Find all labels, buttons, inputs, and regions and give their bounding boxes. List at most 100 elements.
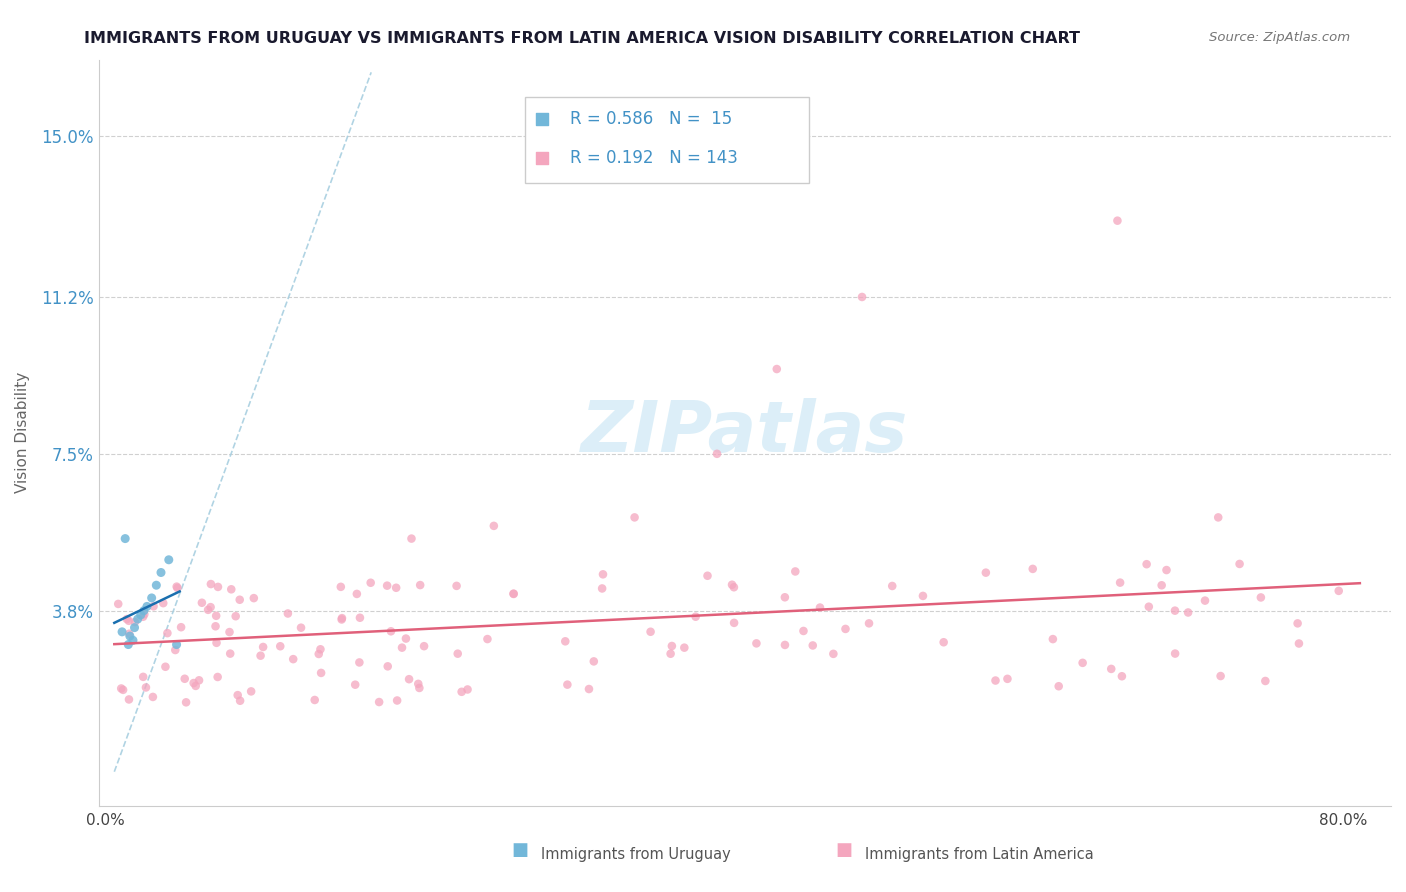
Point bbox=[200, 577, 222, 591]
Point bbox=[502, 587, 524, 601]
Point bbox=[477, 632, 499, 646]
Point bbox=[1150, 578, 1173, 592]
Point bbox=[984, 673, 1007, 688]
Point bbox=[304, 693, 326, 707]
Point bbox=[107, 597, 129, 611]
Point bbox=[1194, 593, 1216, 607]
Point bbox=[696, 568, 718, 582]
Point bbox=[834, 622, 856, 636]
Point bbox=[1177, 606, 1199, 620]
Point bbox=[640, 624, 662, 639]
Text: ■: ■ bbox=[512, 840, 529, 858]
Point bbox=[240, 684, 263, 698]
Point bbox=[184, 679, 207, 693]
Point bbox=[122, 633, 145, 648]
Text: Immigrants from Uruguay: Immigrants from Uruguay bbox=[541, 847, 731, 862]
Point bbox=[127, 612, 149, 626]
Point bbox=[330, 612, 353, 626]
Point bbox=[808, 600, 831, 615]
Point bbox=[413, 639, 436, 653]
Point bbox=[1286, 616, 1309, 631]
Point bbox=[166, 581, 188, 595]
Point bbox=[446, 579, 468, 593]
Point bbox=[218, 625, 240, 640]
Text: 0.0%: 0.0% bbox=[86, 814, 125, 828]
Point bbox=[188, 673, 211, 688]
Text: Immigrants from Latin America: Immigrants from Latin America bbox=[865, 847, 1094, 862]
Point bbox=[118, 692, 141, 706]
Point bbox=[882, 579, 904, 593]
Point bbox=[1288, 636, 1310, 650]
Point bbox=[661, 639, 683, 653]
Point bbox=[385, 693, 408, 707]
Point bbox=[329, 580, 352, 594]
Point bbox=[111, 624, 134, 639]
Point bbox=[124, 615, 146, 629]
Point bbox=[785, 565, 807, 579]
Point bbox=[582, 654, 605, 668]
Point bbox=[1107, 213, 1129, 227]
Text: IMMIGRANTS FROM URUGUAY VS IMMIGRANTS FROM LATIN AMERICA VISION DISABILITY CORRE: IMMIGRANTS FROM URUGUAY VS IMMIGRANTS FR… bbox=[84, 31, 1080, 46]
Point bbox=[173, 672, 195, 686]
Point bbox=[401, 532, 423, 546]
Point bbox=[277, 607, 299, 621]
Point bbox=[502, 587, 524, 601]
Point bbox=[205, 608, 228, 623]
Point bbox=[685, 609, 707, 624]
Point bbox=[1071, 656, 1094, 670]
Text: 80.0%: 80.0% bbox=[1319, 814, 1367, 828]
Point bbox=[858, 616, 880, 631]
Point bbox=[1327, 583, 1350, 598]
Point bbox=[911, 589, 934, 603]
Point bbox=[721, 578, 744, 592]
Point bbox=[773, 638, 796, 652]
Point bbox=[1209, 669, 1232, 683]
Point bbox=[229, 694, 252, 708]
Point bbox=[207, 580, 229, 594]
Point bbox=[219, 647, 242, 661]
Point bbox=[591, 582, 613, 596]
Text: Source: ZipAtlas.com: Source: ZipAtlas.com bbox=[1209, 31, 1350, 45]
Point bbox=[145, 578, 167, 592]
Text: R = 0.192   N = 143: R = 0.192 N = 143 bbox=[571, 149, 738, 167]
Point bbox=[1254, 673, 1277, 688]
Point bbox=[349, 656, 371, 670]
Point bbox=[114, 532, 136, 546]
Point bbox=[132, 609, 155, 624]
Point bbox=[152, 596, 174, 610]
Point bbox=[450, 685, 472, 699]
Point bbox=[723, 615, 745, 630]
Point bbox=[166, 638, 188, 652]
Y-axis label: Vision Disability: Vision Disability bbox=[15, 372, 30, 493]
Point bbox=[1099, 662, 1122, 676]
Point bbox=[129, 607, 152, 622]
Point bbox=[1047, 679, 1070, 693]
Point bbox=[1250, 591, 1272, 605]
Point bbox=[1136, 558, 1159, 572]
Point bbox=[792, 624, 814, 638]
Point bbox=[226, 688, 249, 702]
Point bbox=[932, 635, 955, 649]
Point bbox=[409, 578, 432, 592]
Point bbox=[377, 659, 399, 673]
Point bbox=[170, 620, 193, 634]
Point bbox=[134, 607, 156, 622]
Point bbox=[309, 642, 332, 657]
Point bbox=[344, 678, 367, 692]
Point bbox=[554, 634, 576, 648]
Point bbox=[398, 672, 420, 686]
Point bbox=[659, 647, 682, 661]
Point bbox=[200, 600, 222, 615]
Point bbox=[135, 681, 157, 695]
Point bbox=[1206, 510, 1229, 524]
Point bbox=[765, 362, 787, 376]
Point bbox=[118, 626, 141, 640]
Point bbox=[132, 670, 155, 684]
Point bbox=[557, 678, 579, 692]
Point bbox=[205, 636, 228, 650]
Point bbox=[142, 690, 165, 704]
Point bbox=[360, 575, 382, 590]
Point bbox=[1164, 604, 1187, 618]
Point bbox=[974, 566, 997, 580]
Point bbox=[112, 682, 135, 697]
